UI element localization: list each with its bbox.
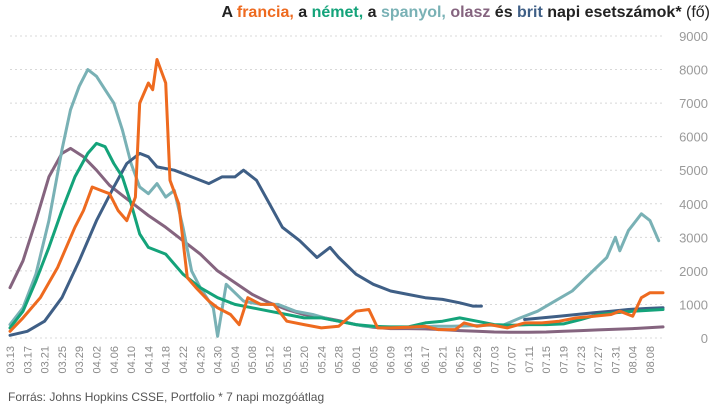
series-line-spanish [8, 68, 661, 338]
x-tick-label: 05.08 [247, 346, 259, 374]
x-tick-label: 04.30 [213, 346, 225, 374]
series-line-british-1 [8, 151, 483, 337]
chart-title: A francia, a német, a spanyol, olasz és … [0, 4, 710, 22]
title-part2: a [293, 4, 312, 21]
title-german: német, [311, 4, 364, 21]
x-tick-label: 05.24 [316, 346, 328, 374]
x-tick-label: 06.17 [420, 346, 432, 374]
series-line-german [8, 141, 665, 330]
x-tick-label: 03.25 [57, 346, 69, 374]
x-tick-label: 07.15 [541, 346, 553, 374]
x-tick-label: 08.04 [628, 346, 640, 374]
x-tick-label: 05.16 [282, 346, 294, 374]
x-tick-label: 07.19 [559, 346, 571, 374]
y-tick-label: 0 [701, 331, 708, 346]
x-tick-label: 06.05 [368, 346, 380, 374]
x-tick-label: 07.27 [593, 346, 605, 374]
series-line-british-2 [523, 306, 665, 321]
x-tick-label: 07.03 [489, 346, 501, 374]
x-tick-label: 06.09 [386, 346, 398, 374]
x-tick-label: 06.21 [437, 346, 449, 374]
y-tick-label: 6000 [679, 130, 708, 145]
y-tick-label: 8000 [679, 63, 708, 78]
title-part3: a [363, 4, 381, 21]
x-tick-label: 03.17 [22, 346, 34, 374]
grid-layer [10, 35, 663, 339]
title-unit: (fő) [681, 4, 710, 21]
series-line-french [8, 58, 665, 333]
y-tick-label: 1000 [679, 297, 708, 312]
x-tick-label: 04.10 [126, 346, 138, 374]
x-tick-label: 06.25 [455, 346, 467, 374]
x-tick-label: 05.20 [299, 346, 311, 374]
x-tick-label: 05.04 [230, 346, 242, 374]
x-tick-label: 07.11 [524, 346, 536, 373]
x-tick-label: 03.21 [40, 346, 52, 374]
title-italian: olasz [450, 4, 491, 21]
series-layer [8, 58, 665, 338]
source-note: Forrás: Johns Hopkins CSSE, Portfolio * … [8, 390, 325, 404]
x-tick-label: 07.23 [576, 346, 588, 374]
y-tick-label: 9000 [679, 29, 708, 44]
y-axis: 0 1000 2000 3000 4000 5000 6000 7000 8000 9000 [679, 29, 708, 346]
x-tick-label: 07.07 [507, 346, 519, 374]
x-tick-label: 05.28 [334, 346, 346, 374]
title-british: brit [517, 4, 543, 21]
x-tick-label: 08.08 [645, 346, 657, 374]
x-tick-label: 04.18 [161, 346, 173, 374]
y-tick-label: 7000 [679, 96, 708, 111]
x-tick-label: 07.31 [610, 346, 622, 374]
y-tick-label: 4000 [679, 197, 708, 212]
x-tick-label: 04.26 [195, 346, 207, 374]
y-tick-label: 3000 [679, 230, 708, 245]
y-tick-label: 2000 [679, 264, 708, 279]
title-french: francia, [236, 4, 294, 21]
title-spanish: spanyol, [380, 4, 446, 21]
x-axis: 03.13 03.17 03.21 03.25 03.29 04.02 04.06 04.10… [5, 346, 657, 374]
x-tick-label: 03.29 [74, 346, 86, 374]
x-tick-label: 06.29 [472, 346, 484, 374]
title-part5: és [490, 4, 518, 21]
title-part6: napi esetszámok* [542, 4, 682, 21]
x-tick-label: 06.01 [351, 346, 363, 374]
x-tick-label: 03.13 [5, 346, 17, 374]
x-tick-label: 04.02 [91, 346, 103, 374]
x-tick-label: 04.06 [109, 346, 121, 374]
y-tick-label: 5000 [679, 163, 708, 178]
x-tick-label: 04.22 [178, 346, 190, 374]
x-tick-label: 05.12 [264, 346, 276, 374]
title-part1: A [221, 4, 237, 21]
series-line-italian [8, 146, 665, 334]
x-tick-label: 04.14 [143, 346, 155, 374]
x-tick-label: 06.13 [403, 346, 415, 374]
